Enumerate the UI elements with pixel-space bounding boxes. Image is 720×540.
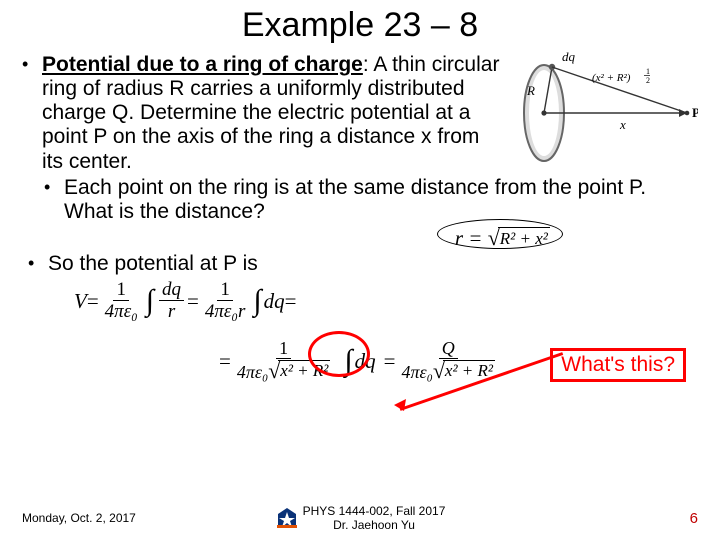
equation-r-oval	[437, 219, 563, 249]
svg-text:(x² + R²): (x² + R²)	[592, 72, 631, 84]
bullet-2: • Each point on the ring is at the same …	[44, 176, 698, 224]
callout-whats-this: What's this?	[550, 348, 686, 382]
bullet-3-body: So the potential at P is	[48, 252, 258, 276]
frac-den: 4πε₀	[102, 301, 141, 321]
bullet-dot-icon: •	[22, 53, 42, 76]
frac-num: dq	[159, 280, 184, 301]
footer-page-number: 6	[473, 510, 698, 527]
bullet-2-body: Each point on the ring is at the same di…	[64, 176, 698, 224]
equation-r: r = √R² + x²	[312, 226, 698, 250]
eq-eq4: =	[219, 349, 231, 373]
frac-num-Q: Q	[439, 339, 458, 359]
content-area: • Potential due to a ring of charge: A t…	[0, 45, 720, 382]
ring-diagram: dq R P x (x² + R²) 1 2	[510, 51, 698, 169]
bullet-dot-icon: •	[28, 252, 48, 275]
bullet-1-body: Potential due to a ring of charge: A thi…	[42, 53, 506, 174]
frac-num: 1	[217, 280, 233, 301]
footer-course: PHYS 1444-002, Fall 2017	[303, 504, 446, 518]
svg-text:x: x	[619, 117, 626, 132]
eq-eq5: =	[384, 349, 396, 373]
page-title: Example 23 – 8	[0, 0, 720, 45]
footer-center: PHYS 1444-002, Fall 2017 Dr. Jaehoon Yu	[247, 504, 472, 532]
integral-icon: ∫	[253, 289, 261, 313]
equation-v-line1: V = 14πε₀ ∫ dqr = 14πε₀r ∫ dq =	[74, 280, 698, 321]
eq-dq: dq	[264, 289, 285, 313]
bullet-1-lead: Potential due to a ring of charge	[42, 53, 363, 76]
red-circle-annotation	[308, 331, 370, 377]
eq-eq1: =	[87, 289, 99, 313]
bullet-dot-icon: •	[44, 176, 64, 199]
svg-text:P: P	[692, 105, 698, 120]
first-text-col: • Potential due to a ring of charge: A t…	[22, 53, 506, 176]
eq-eq3: =	[285, 289, 297, 313]
frac-num: 1	[276, 339, 291, 359]
eq-V: V	[74, 289, 87, 313]
first-row: • Potential due to a ring of charge: A t…	[22, 53, 698, 176]
integral-icon: ∫	[146, 289, 154, 313]
frac-den: 4πε₀r	[202, 301, 249, 321]
callout-arrowhead-icon	[394, 398, 408, 412]
footer-course-block: PHYS 1444-002, Fall 2017 Dr. Jaehoon Yu	[303, 504, 446, 532]
frac-den-4pe2: 4πε₀	[401, 362, 432, 382]
svg-text:dq: dq	[562, 51, 576, 64]
svg-text:2: 2	[646, 76, 650, 85]
footer-date: Monday, Oct. 2, 2017	[22, 511, 247, 525]
footer-instructor: Dr. Jaehoon Yu	[303, 518, 446, 532]
frac-num: 1	[113, 280, 129, 301]
uta-logo-icon	[275, 506, 299, 530]
footer: Monday, Oct. 2, 2017 PHYS 1444-002, Fall…	[0, 504, 720, 532]
bullet-3: • So the potential at P is	[28, 252, 698, 276]
svg-text:1: 1	[646, 67, 650, 76]
svg-text:R: R	[526, 83, 535, 98]
frac-den: r	[165, 301, 178, 321]
eq-eq2: =	[187, 289, 199, 313]
bullet-1: • Potential due to a ring of charge: A t…	[22, 53, 506, 174]
frac-den-4pe: 4πε₀	[237, 362, 268, 382]
